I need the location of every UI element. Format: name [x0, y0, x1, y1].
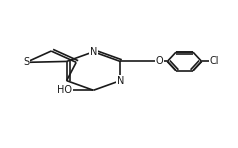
Text: Cl: Cl: [210, 56, 219, 66]
Text: S: S: [23, 57, 29, 67]
Text: O: O: [156, 56, 163, 66]
Text: N: N: [117, 76, 124, 86]
Text: HO: HO: [57, 85, 72, 95]
Text: N: N: [90, 47, 97, 57]
